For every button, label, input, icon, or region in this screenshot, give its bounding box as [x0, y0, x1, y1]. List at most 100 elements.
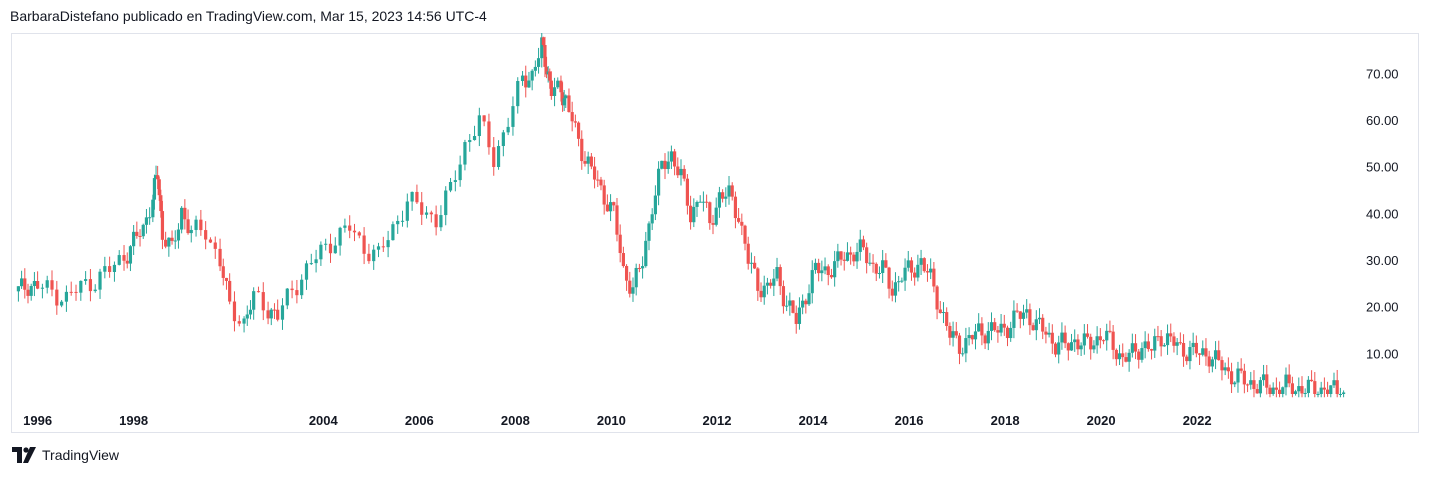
price-axis: 10.00 20.00 30.00 40.00 50.00 60.00 70.00 — [1366, 66, 1399, 361]
candle-body — [570, 112, 574, 122]
candle-body — [477, 115, 481, 137]
candle-body — [1341, 392, 1346, 394]
candle-body — [328, 243, 333, 254]
candle-body — [682, 168, 686, 179]
candle-body — [580, 138, 584, 162]
candle-body — [269, 309, 273, 319]
candle-body — [256, 291, 261, 293]
candle-body — [367, 253, 371, 262]
candle-body — [357, 232, 361, 236]
candle-body — [749, 262, 754, 264]
candle-body — [1332, 380, 1336, 386]
candle-body — [762, 285, 766, 298]
candle-body — [338, 227, 342, 246]
candle-body — [520, 75, 525, 82]
candle-body — [300, 279, 304, 296]
footer-brand[interactable]: TradingView — [12, 447, 119, 463]
candle-body — [132, 231, 136, 247]
candle-body — [1149, 349, 1154, 351]
candle-body — [180, 207, 184, 230]
candle-body — [964, 338, 968, 354]
candle-body — [605, 204, 609, 212]
candle-body — [1162, 345, 1166, 347]
candle-body — [794, 312, 798, 324]
candle-body — [836, 251, 840, 262]
candle-body — [1303, 393, 1307, 395]
candle-body — [213, 242, 217, 249]
candle-body — [765, 282, 770, 286]
candle-body — [1005, 327, 1010, 339]
candle-body — [559, 80, 563, 93]
candle-body — [224, 277, 229, 281]
candle-body — [941, 312, 946, 314]
candle-body — [1274, 387, 1278, 390]
candle-body — [733, 196, 738, 219]
candle-body — [823, 266, 827, 271]
candle-body — [874, 263, 878, 274]
candle-body — [60, 301, 64, 306]
candle-body — [1204, 348, 1208, 357]
candle-body — [400, 220, 405, 222]
candle-body — [295, 290, 299, 296]
candle-body — [1050, 332, 1054, 344]
candle-body — [141, 224, 145, 237]
candle-body — [189, 229, 193, 234]
candle-body — [1025, 309, 1029, 313]
candle-body — [1175, 342, 1179, 346]
candle-body — [669, 151, 673, 162]
candle-body — [1082, 333, 1086, 346]
candle-body — [788, 300, 792, 306]
x-tick-label: 2014 — [799, 413, 829, 428]
candle-body — [1271, 387, 1275, 394]
x-tick-label: 1996 — [23, 413, 52, 428]
candle-body — [932, 268, 936, 287]
candle-body — [444, 190, 448, 216]
candle-body — [756, 268, 760, 291]
candle-body — [252, 291, 256, 310]
candle-body — [640, 266, 645, 269]
price-chart[interactable]: 10.00 20.00 30.00 40.00 50.00 60.00 70.00 1996… — [11, 33, 1419, 433]
candle-body — [829, 275, 834, 278]
candle-body — [759, 290, 763, 298]
candle-body — [1063, 332, 1067, 344]
candle-body — [314, 259, 318, 264]
candle-body — [540, 37, 544, 59]
candle-body — [592, 166, 597, 180]
chart-frame — [11, 33, 1419, 433]
candle-body — [1018, 311, 1022, 319]
candle-body — [1021, 312, 1026, 319]
candle-body — [468, 140, 472, 143]
candle-body — [903, 267, 907, 281]
candle-body — [1185, 356, 1189, 362]
candle-body — [546, 71, 550, 75]
candle-body — [1258, 380, 1262, 394]
candle-body — [1181, 343, 1186, 357]
candle-body — [157, 179, 161, 196]
candle-body — [549, 80, 553, 96]
candle-body — [817, 262, 821, 274]
candle-body — [977, 323, 981, 332]
candle-body — [1137, 351, 1141, 360]
candle-body — [556, 80, 560, 88]
candle-body — [721, 192, 725, 199]
candle-body — [628, 280, 632, 294]
candle-body — [103, 266, 107, 272]
candle-body — [1210, 359, 1214, 367]
candle-body — [164, 239, 168, 247]
candle-body — [772, 278, 776, 286]
candle-body — [1114, 349, 1118, 360]
candle-body — [813, 262, 818, 271]
candle-body — [586, 156, 590, 164]
time-axis: 1996 1998 2004 2006 2008 2010 2012 2014 2016 2018… — [23, 413, 1211, 428]
candle-body — [1146, 341, 1150, 350]
candle-body — [376, 246, 381, 250]
candle-body — [16, 286, 21, 292]
candle-body — [69, 291, 73, 293]
candle-body — [624, 266, 629, 281]
candle-body — [248, 309, 253, 315]
candle-body — [1245, 384, 1250, 386]
candle-body — [218, 248, 222, 267]
candle-body — [1329, 385, 1333, 394]
candle-body — [272, 309, 277, 311]
candle-body — [405, 201, 409, 221]
